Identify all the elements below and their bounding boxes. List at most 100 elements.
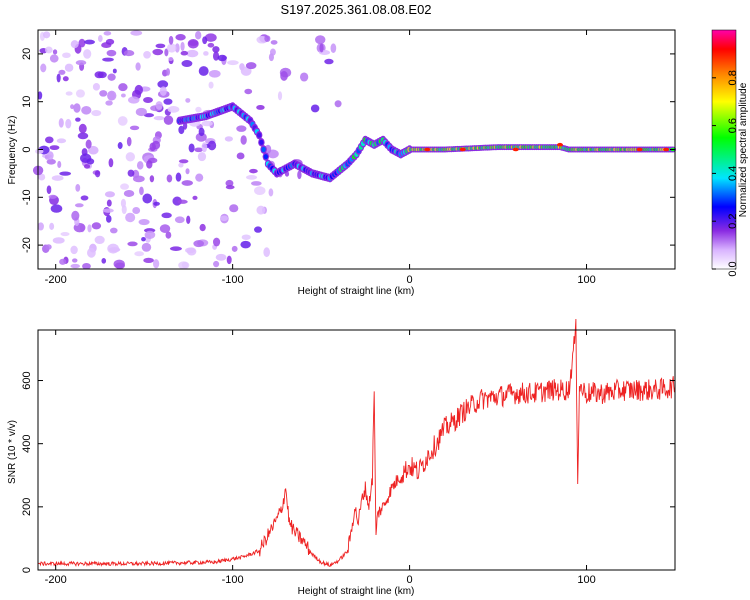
noise-blob (188, 143, 195, 153)
ridge-peak (556, 142, 563, 147)
noise-blob (264, 35, 271, 42)
noise-blob (114, 262, 125, 269)
noise-blob (263, 247, 271, 258)
noise-blob (135, 62, 141, 71)
noise-blob (70, 263, 80, 269)
noise-blob (215, 253, 227, 261)
noise-blob (181, 180, 194, 186)
noise-blob (80, 195, 89, 201)
noise-blob (78, 38, 86, 48)
noise-blob (213, 260, 220, 268)
noise-blob (87, 224, 92, 233)
noise-blob (118, 83, 128, 92)
noise-blob (152, 48, 164, 56)
noise-blob (87, 247, 96, 258)
y-tick-label: -20 (21, 237, 33, 253)
noise-blob (132, 207, 141, 214)
noise-blob (268, 188, 274, 197)
noise-blob (174, 216, 185, 224)
snr-y-ticks: 0 200 400 600 (21, 371, 675, 573)
noise-blob (175, 34, 186, 41)
snr-frame (37, 329, 676, 571)
noise-blob (231, 245, 238, 252)
noise-blob (180, 41, 185, 51)
noise-blob (78, 123, 87, 134)
noise-blob (208, 69, 221, 78)
ridge-peak (459, 147, 466, 152)
x-tick-label: 0 (407, 274, 413, 286)
noise-blob (38, 173, 46, 181)
noise-blob (277, 91, 283, 101)
noise-blob (157, 80, 169, 89)
noise-blob (71, 210, 80, 221)
snr-background (38, 330, 675, 570)
noise-blob (143, 257, 154, 264)
noise-blob (37, 91, 43, 100)
noise-blob (297, 170, 302, 180)
noise-blob (72, 258, 78, 263)
noise-blob (163, 98, 173, 105)
noise-blob (227, 60, 239, 66)
noise-blob (174, 43, 180, 53)
noise-blob (178, 125, 185, 135)
noise-blob (178, 162, 184, 168)
noise-blob (49, 145, 60, 151)
noise-blob (58, 69, 66, 75)
noise-blob (315, 35, 326, 45)
noise-blob (46, 185, 52, 195)
noise-blob (220, 215, 229, 222)
noise-blob (155, 101, 163, 110)
noise-blob (195, 106, 202, 113)
colorbar-ticks: 0.0 0.2 0.4 0.6 0.8 (712, 70, 739, 277)
spectrogram-x-label: Height of straight line (km) (298, 286, 415, 297)
noise-blob (105, 100, 113, 106)
noise-blob (56, 73, 61, 83)
noise-blob (121, 204, 127, 215)
noise-blob (225, 185, 235, 190)
y-tick-label: 10 (21, 96, 33, 108)
x-tick-label: 0 (407, 574, 413, 586)
noise-blob (175, 172, 182, 182)
noise-blob (202, 36, 208, 45)
noise-blob (310, 104, 320, 113)
noise-blob (87, 145, 99, 155)
noise-blob (59, 171, 72, 176)
x-tick-label: -200 (45, 274, 67, 286)
noise-blob (80, 153, 92, 164)
noise-blob (57, 160, 62, 169)
noise-blob (74, 203, 84, 208)
noise-blob (212, 237, 221, 247)
noise-blob (264, 144, 272, 154)
colorbar-tick-label: 0.0 (727, 261, 739, 276)
noise-blob (59, 258, 67, 265)
noise-blob (299, 72, 309, 82)
y-tick-label: 0 (21, 567, 33, 573)
noise-blob (334, 100, 342, 108)
snr-panel: -200 -100 0 100 0 200 400 600 Height of straig… (7, 318, 676, 597)
noise-blob (138, 218, 150, 226)
noise-blob (244, 88, 253, 95)
noise-blob (102, 57, 114, 62)
noise-blob (204, 33, 217, 42)
noise-blob (127, 96, 140, 104)
noise-blob (163, 115, 174, 125)
noise-blob (85, 139, 92, 149)
noise-blob (186, 49, 199, 58)
noise-blob (105, 38, 115, 45)
noise-blob (144, 230, 156, 239)
noise-blob (94, 235, 105, 245)
noise-blob (107, 90, 117, 101)
noise-blob (75, 89, 85, 98)
spectrogram-noise-layer (32, 30, 342, 270)
noise-blob (58, 118, 64, 128)
noise-blob (225, 179, 234, 187)
noise-blob (62, 76, 69, 82)
noise-blob (186, 247, 197, 256)
noise-blob (256, 205, 266, 215)
noise-blob (169, 246, 182, 251)
noise-blob (193, 240, 204, 248)
noise-blob (212, 46, 220, 53)
x-tick-label: -100 (222, 274, 244, 286)
x-tick-label: -200 (45, 574, 67, 586)
